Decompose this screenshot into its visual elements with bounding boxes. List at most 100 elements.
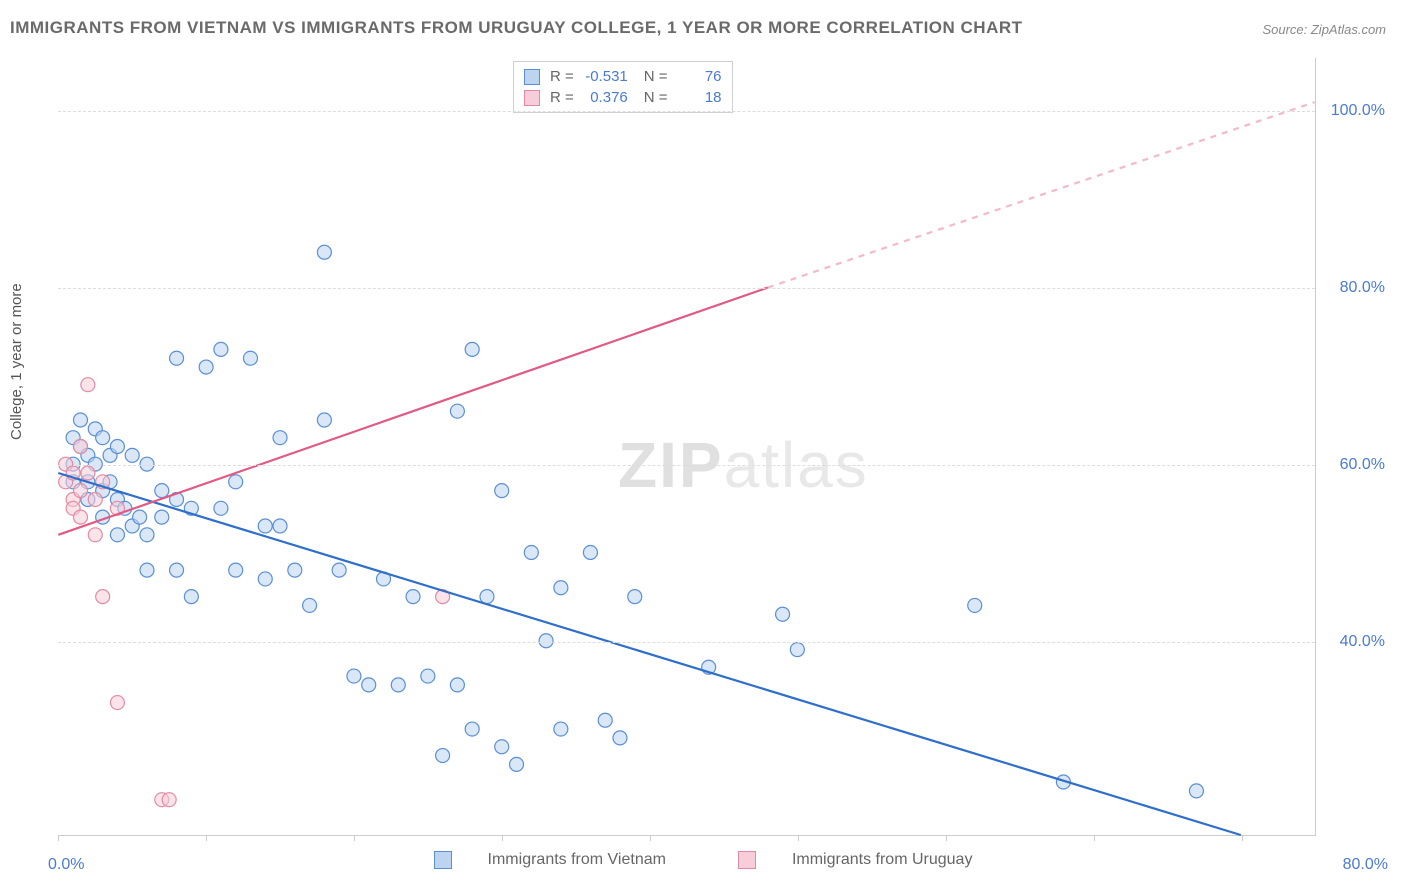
y-axis-label: College, 1 year or more [8,283,25,440]
y-tick-label: 60.0% [1325,456,1385,474]
scatter-point-vietnam [229,563,243,577]
legend-item: Immigrants from Uruguay [720,851,991,869]
scatter-point-vietnam [140,563,154,577]
scatter-point-vietnam [317,245,331,259]
bottom-legend: Immigrants from Vietnam Immigrants from U… [0,851,1406,874]
scatter-point-vietnam [170,563,184,577]
scatter-point-vietnam [391,678,405,692]
source-attribution: Source: ZipAtlas.com [1262,22,1386,37]
scatter-point-vietnam [421,669,435,683]
scatter-point-vietnam [332,563,346,577]
x-tick [1094,835,1095,841]
scatter-point-vietnam [613,731,627,745]
legend-swatch-icon [524,69,540,85]
stat-value-r: -0.531 [578,68,628,85]
legend-swatch-icon [738,851,756,869]
gridline-h [58,288,1315,289]
scatter-point-vietnam [480,590,494,604]
scatter-point-vietnam [583,545,597,559]
stat-value-n: 18 [672,89,722,106]
scatter-point-vietnam [436,749,450,763]
scatter-point-vietnam [258,519,272,533]
scatter-point-vietnam [554,722,568,736]
scatter-point-vietnam [273,431,287,445]
scatter-point-vietnam [140,528,154,542]
scatter-point-vietnam [214,501,228,515]
trendline-uruguay-dashed [768,102,1315,287]
scatter-point-vietnam [554,581,568,595]
legend-item: Immigrants from Vietnam [416,851,684,869]
scatter-point-vietnam [317,413,331,427]
scatter-point-vietnam [125,448,139,462]
y-tick-label: 80.0% [1325,279,1385,297]
legend-swatch-icon [524,90,540,106]
stats-row-uruguay: R =0.376N =18 [514,87,732,108]
scatter-point-vietnam [968,598,982,612]
stat-label-r: R = [550,68,574,85]
scatter-point-vietnam [510,757,524,771]
stat-label-r: R = [550,89,574,106]
scatter-point-vietnam [273,519,287,533]
chart-title: IMMIGRANTS FROM VIETNAM VS IMMIGRANTS FR… [10,18,1023,38]
scatter-point-uruguay [81,378,95,392]
stats-legend: R =-0.531N =76R =0.376N =18 [513,61,733,113]
scatter-point-vietnam [598,713,612,727]
gridline-h [58,111,1315,112]
scatter-point-vietnam [199,360,213,374]
scatter-point-uruguay [73,510,87,524]
scatter-point-vietnam [258,572,272,586]
legend-item-label: Immigrants from Vietnam [488,851,666,869]
x-tick [946,835,947,841]
scatter-point-vietnam [495,484,509,498]
trendline-vietnam [58,473,1240,835]
scatter-point-vietnam [288,563,302,577]
scatter-point-vietnam [96,431,110,445]
legend-item-label: Immigrants from Uruguay [792,851,973,869]
scatter-point-vietnam [110,440,124,454]
y-tick-label: 100.0% [1325,102,1385,120]
scatter-point-vietnam [465,722,479,736]
scatter-point-vietnam [790,643,804,657]
scatter-point-vietnam [73,413,87,427]
scatter-point-vietnam [170,351,184,365]
y-tick-label: 40.0% [1325,633,1385,651]
plot-area: ZIPatlas R =-0.531N =76R =0.376N =18 40.… [58,58,1316,836]
scatter-point-vietnam [214,342,228,356]
stat-value-r: 0.376 [578,89,628,106]
scatter-point-vietnam [524,545,538,559]
scatter-point-vietnam [362,678,376,692]
x-tick [354,835,355,841]
scatter-point-uruguay [162,793,176,807]
x-tick [502,835,503,841]
scatter-point-vietnam [155,484,169,498]
scatter-point-uruguay [96,590,110,604]
gridline-h [58,642,1315,643]
scatter-point-vietnam [1189,784,1203,798]
scatter-point-uruguay [110,696,124,710]
scatter-point-vietnam [776,607,790,621]
scatter-point-vietnam [155,510,169,524]
scatter-point-vietnam [465,342,479,356]
x-tick [58,835,59,841]
scatter-point-vietnam [628,590,642,604]
scatter-point-vietnam [450,404,464,418]
x-tick [798,835,799,841]
scatter-plot-svg [58,58,1315,835]
stats-row-vietnam: R =-0.531N =76 [514,66,732,87]
scatter-point-vietnam [184,590,198,604]
scatter-point-vietnam [406,590,420,604]
scatter-point-vietnam [229,475,243,489]
x-tick [206,835,207,841]
scatter-point-vietnam [243,351,257,365]
scatter-point-uruguay [73,440,87,454]
x-tick [1242,835,1243,841]
scatter-point-uruguay [81,466,95,480]
scatter-point-uruguay [73,484,87,498]
scatter-point-vietnam [303,598,317,612]
gridline-h [58,465,1315,466]
scatter-point-vietnam [133,510,147,524]
x-tick [650,835,651,841]
scatter-point-uruguay [88,528,102,542]
stat-label-n: N = [644,68,668,85]
legend-swatch-icon [434,851,452,869]
